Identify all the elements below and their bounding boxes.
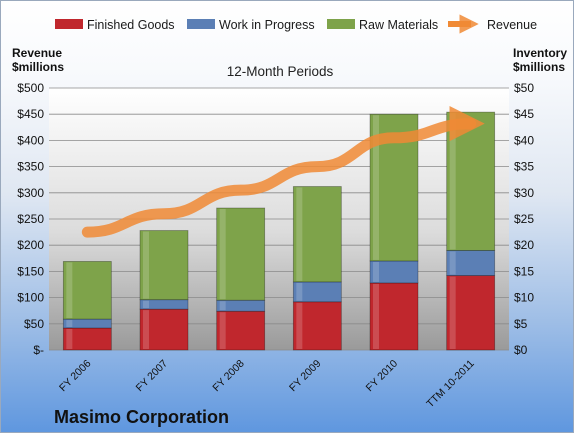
bar-highlight (143, 301, 149, 308)
bar-highlight (143, 232, 149, 299)
left-axis-title-line1: Revenue (12, 46, 62, 60)
legend-swatch-raw-materials (327, 19, 355, 29)
bar-highlight (220, 301, 226, 310)
x-axis-ticks: FY 2006 FY 2007 FY 2008 FY 2009 FY 2010 TTM 1… (57, 358, 477, 411)
bar-highlight (373, 284, 379, 349)
left-tick-label: $200 (17, 238, 44, 252)
legend-swatch-finished-goods (55, 19, 83, 29)
x-tick-label: FY 2006 (57, 358, 94, 395)
left-tick-label: $- (33, 343, 44, 357)
bar-highlight (450, 113, 456, 249)
bar-highlight (220, 312, 226, 349)
left-axis-ticks: $- $50 $100 $150 $200 $250 $300 $350 $400 $450 $50… (17, 81, 44, 357)
right-tick-label: $20 (514, 238, 534, 252)
right-tick-label: $45 (514, 107, 534, 121)
company-name: Masimo Corporation (54, 407, 229, 427)
right-tick-label: $15 (514, 264, 534, 278)
legend-label-finished-goods: Finished Goods (87, 18, 175, 32)
bar-highlight (296, 283, 302, 301)
bar-highlight (66, 329, 72, 349)
right-axis-title-line2: $millions (513, 60, 565, 74)
bar-highlight (220, 209, 226, 299)
bar-highlight (450, 251, 456, 274)
right-tick-label: $5 (514, 317, 528, 331)
x-tick-label: FY 2009 (287, 358, 324, 395)
right-axis-title-line1: Inventory (513, 46, 567, 60)
right-tick-label: $10 (514, 291, 534, 305)
legend: Finished Goods Work in Progress Raw Mate… (55, 18, 537, 32)
right-tick-label: $35 (514, 160, 534, 174)
bar-highlight (296, 303, 302, 349)
bar-highlight (66, 320, 72, 327)
bar-highlight (373, 262, 379, 282)
chart-subtitle: 12-Month Periods (227, 64, 334, 79)
bar-highlight (143, 310, 149, 349)
bar-highlight (450, 277, 456, 349)
bar-highlight (66, 262, 72, 318)
right-tick-label: $40 (514, 133, 534, 147)
left-tick-label: $100 (17, 291, 44, 305)
left-tick-label: $300 (17, 186, 44, 200)
left-tick-label: $50 (24, 317, 44, 331)
left-tick-label: $500 (17, 81, 44, 95)
left-tick-label: $350 (17, 160, 44, 174)
right-tick-label: $0 (514, 343, 528, 357)
x-tick-label: TTM 10-2011 (424, 358, 477, 411)
x-tick-label: FY 2008 (210, 358, 247, 395)
left-tick-label: $250 (17, 212, 44, 226)
legend-label-work-in-progress: Work in Progress (219, 18, 315, 32)
left-tick-label: $400 (17, 133, 44, 147)
left-tick-label: $150 (17, 264, 44, 278)
legend-label-raw-materials: Raw Materials (359, 18, 438, 32)
right-tick-label: $25 (514, 212, 534, 226)
left-axis-title-line2: $millions (12, 60, 64, 74)
x-tick-label: FY 2007 (134, 358, 171, 395)
left-tick-label: $450 (17, 107, 44, 121)
right-axis-ticks: $0 $5 $10 $15 $20 $25 $30 $35 $40 $45 $50 (514, 81, 534, 357)
right-tick-label: $50 (514, 81, 534, 95)
legend-label-revenue: Revenue (487, 18, 537, 32)
x-tick-label: FY 2010 (364, 358, 401, 395)
bar-highlight (296, 188, 302, 281)
right-tick-label: $30 (514, 186, 534, 200)
legend-swatch-work-in-progress (187, 19, 215, 29)
